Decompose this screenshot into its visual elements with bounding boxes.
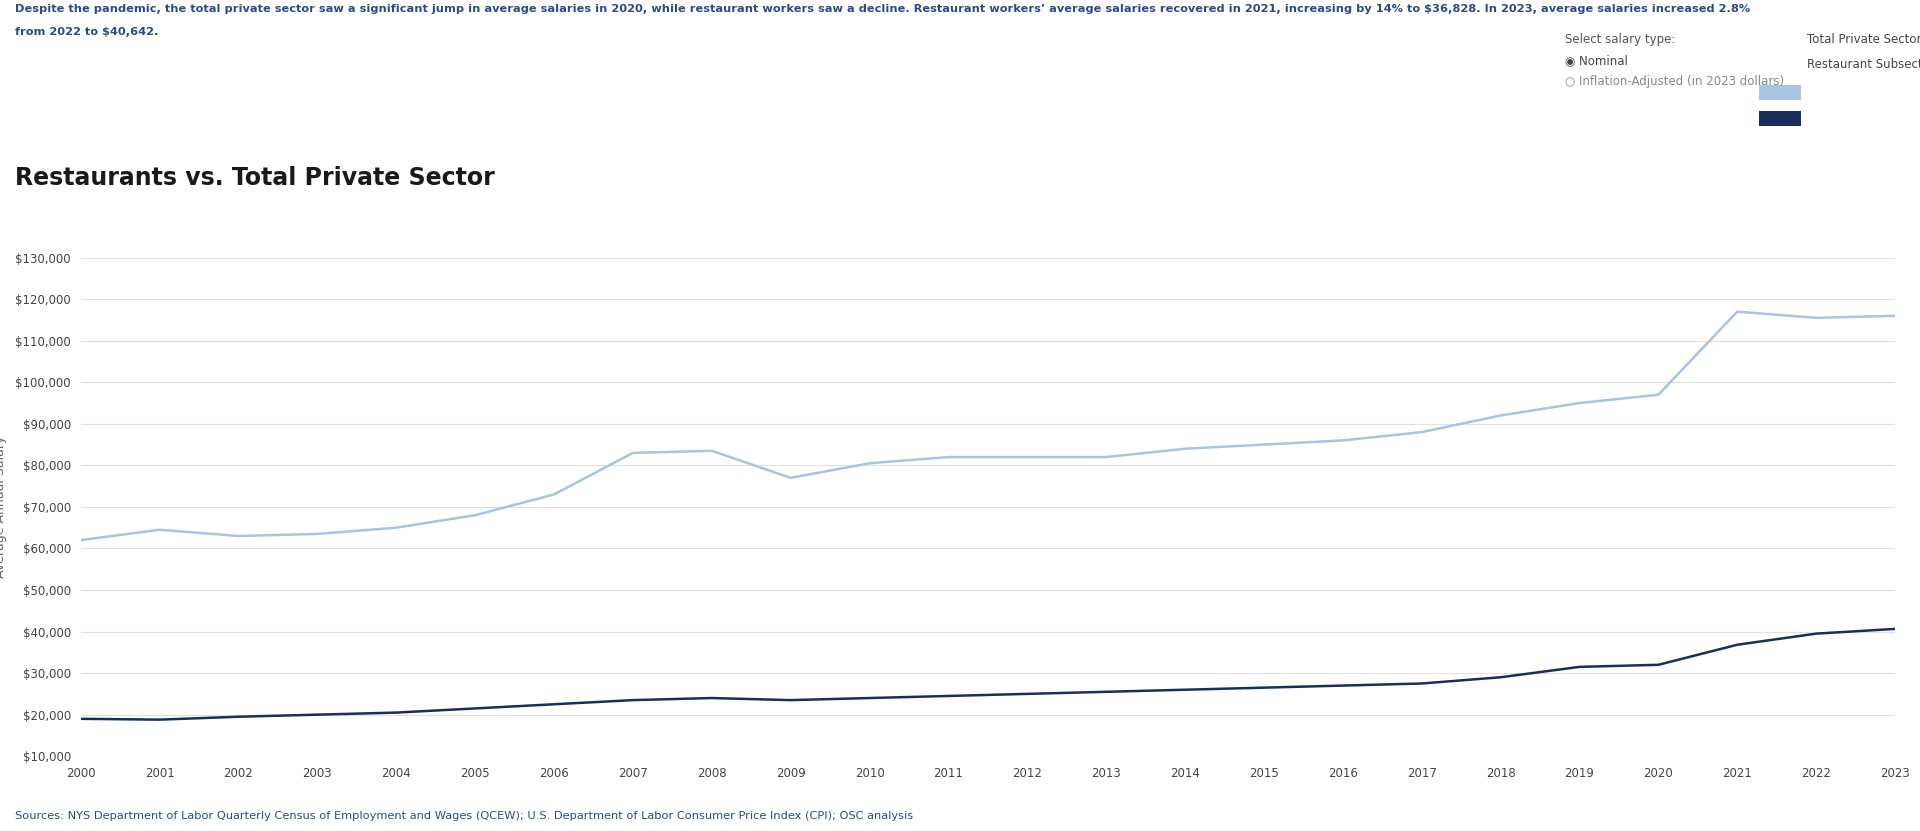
Text: Restaurants vs. Total Private Sector: Restaurants vs. Total Private Sector: [15, 166, 495, 190]
Text: ○ Inflation-Adjusted (in 2023 dollars): ○ Inflation-Adjusted (in 2023 dollars): [1565, 75, 1784, 88]
Text: Restaurant Subsector: Restaurant Subsector: [1807, 58, 1920, 71]
Text: Sources: NYS Department of Labor Quarterly Census of Employment and Wages (QCEW): Sources: NYS Department of Labor Quarter…: [15, 811, 914, 821]
Text: ◉ Nominal: ◉ Nominal: [1565, 54, 1628, 67]
Text: Select salary type:: Select salary type:: [1565, 33, 1674, 47]
Text: from 2022 to $40,642.: from 2022 to $40,642.: [15, 27, 159, 37]
Text: Total Private Sector: Total Private Sector: [1807, 33, 1920, 47]
Text: Despite the pandemic, the total private sector saw a significant jump in average: Despite the pandemic, the total private …: [15, 4, 1751, 14]
Y-axis label: Average Annual Salary: Average Annual Salary: [0, 435, 8, 578]
